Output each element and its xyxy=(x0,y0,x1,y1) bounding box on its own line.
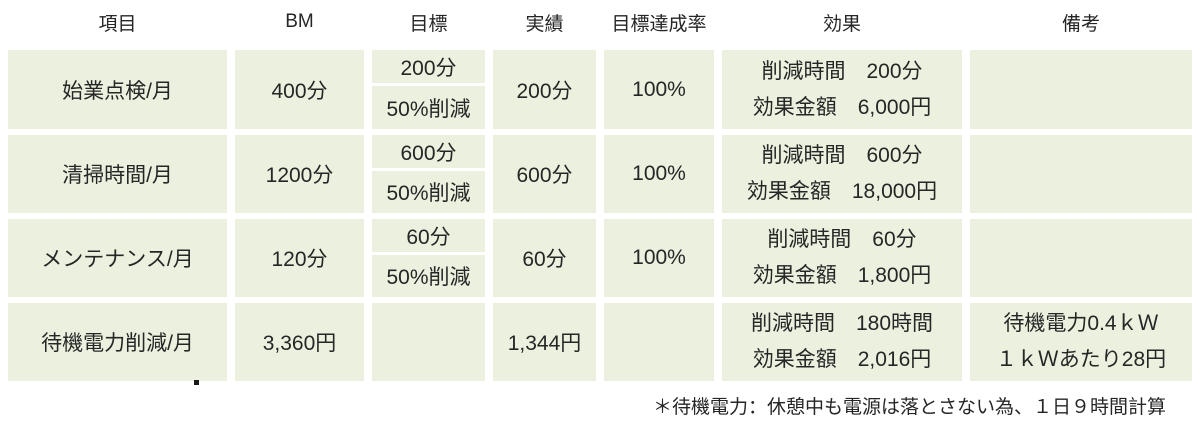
target-cell: 600分 50%削減 xyxy=(372,135,485,213)
remarks-cell xyxy=(970,50,1192,129)
target-cell: 200分 50%削減 xyxy=(372,50,485,129)
target-reduction-cell: 50%削減 xyxy=(372,86,485,129)
achievement-rate-cell: 100% xyxy=(604,219,714,297)
footnote: ＊待機電力：休憩中も電源は落とさない為、１日９時間計算 xyxy=(652,397,1166,418)
item-cell: 清掃時間/月 xyxy=(8,135,227,213)
bm-cell: 120分 xyxy=(235,219,364,297)
effect-time-line: 削減時間 60分 xyxy=(767,228,917,251)
item-cell: メンテナンス/月 xyxy=(8,219,227,297)
target-cell: 60分 50%削減 xyxy=(372,219,485,297)
col-header-effect: 効果 xyxy=(822,13,861,35)
col-header-actual: 実績 xyxy=(525,13,564,35)
target-reduction-cell: 50%削減 xyxy=(372,171,485,213)
item-cell: 始業点検/月 xyxy=(8,50,227,129)
remarks-cell xyxy=(970,219,1192,297)
remarks-cell: 待機電力0.4ｋＷ １ｋＷあたり28円 xyxy=(970,303,1192,381)
actual-cell: 600分 xyxy=(493,135,596,213)
target-reduction-cell: 50%削減 xyxy=(372,255,485,297)
effect-cell: 削減時間 60分 効果金額 1,800円 xyxy=(722,219,962,297)
item-cell: 待機電力削減/月 xyxy=(8,303,227,381)
effect-cell: 削減時間 180時間 効果金額 2,016円 xyxy=(722,303,962,381)
actual-cell: 200分 xyxy=(493,50,596,129)
col-header-remarks: 備考 xyxy=(1061,13,1100,35)
achievement-rate-cell xyxy=(604,303,714,381)
effect-amount-line: 効果金額 6,000円 xyxy=(752,95,932,119)
actual-cell: 60分 xyxy=(493,219,596,297)
bm-cell: 400分 xyxy=(235,50,364,129)
target-value-cell: 600分 xyxy=(372,135,485,168)
effect-time-line: 削減時間 600分 xyxy=(761,144,923,167)
actual-cell: 1,344円 xyxy=(493,303,596,381)
remark-line: 待機電力0.4ｋＷ xyxy=(1003,312,1159,335)
effect-amount-line: 効果金額 2,016円 xyxy=(752,348,932,371)
improvement-effects-table: 項目 BM 目標 実績 目標達成率 効果 備考 始業点検/月 400分 200分… xyxy=(8,0,1192,381)
bm-cell: 3,360円 xyxy=(235,303,364,381)
bm-cell: 1200分 xyxy=(235,135,364,213)
col-header-target: 目標 xyxy=(409,13,448,35)
col-header-achievement-rate: 目標達成率 xyxy=(611,13,707,35)
achievement-rate-cell: 100% xyxy=(604,135,714,213)
target-cell xyxy=(372,303,485,381)
effect-cell: 削減時間 600分 効果金額 18,000円 xyxy=(722,135,962,213)
remark-line: １ｋＷあたり28円 xyxy=(995,348,1167,371)
stray-dot xyxy=(194,380,199,385)
target-value-cell: 60分 xyxy=(372,219,485,252)
effect-cell: 削減時間 200分 効果金額 6,000円 xyxy=(722,50,962,129)
remarks-cell xyxy=(970,135,1192,213)
achievement-rate-cell: 100% xyxy=(604,50,714,129)
effect-amount-line: 効果金額 18,000円 xyxy=(746,180,938,203)
effect-time-line: 削減時間 200分 xyxy=(761,59,923,83)
col-header-bm: BM xyxy=(285,11,314,32)
target-value-cell: 200分 xyxy=(372,50,485,83)
effect-time-line: 削減時間 180時間 xyxy=(750,312,934,335)
effect-amount-line: 効果金額 1,800円 xyxy=(752,264,932,287)
col-header-item: 項目 xyxy=(98,13,137,35)
